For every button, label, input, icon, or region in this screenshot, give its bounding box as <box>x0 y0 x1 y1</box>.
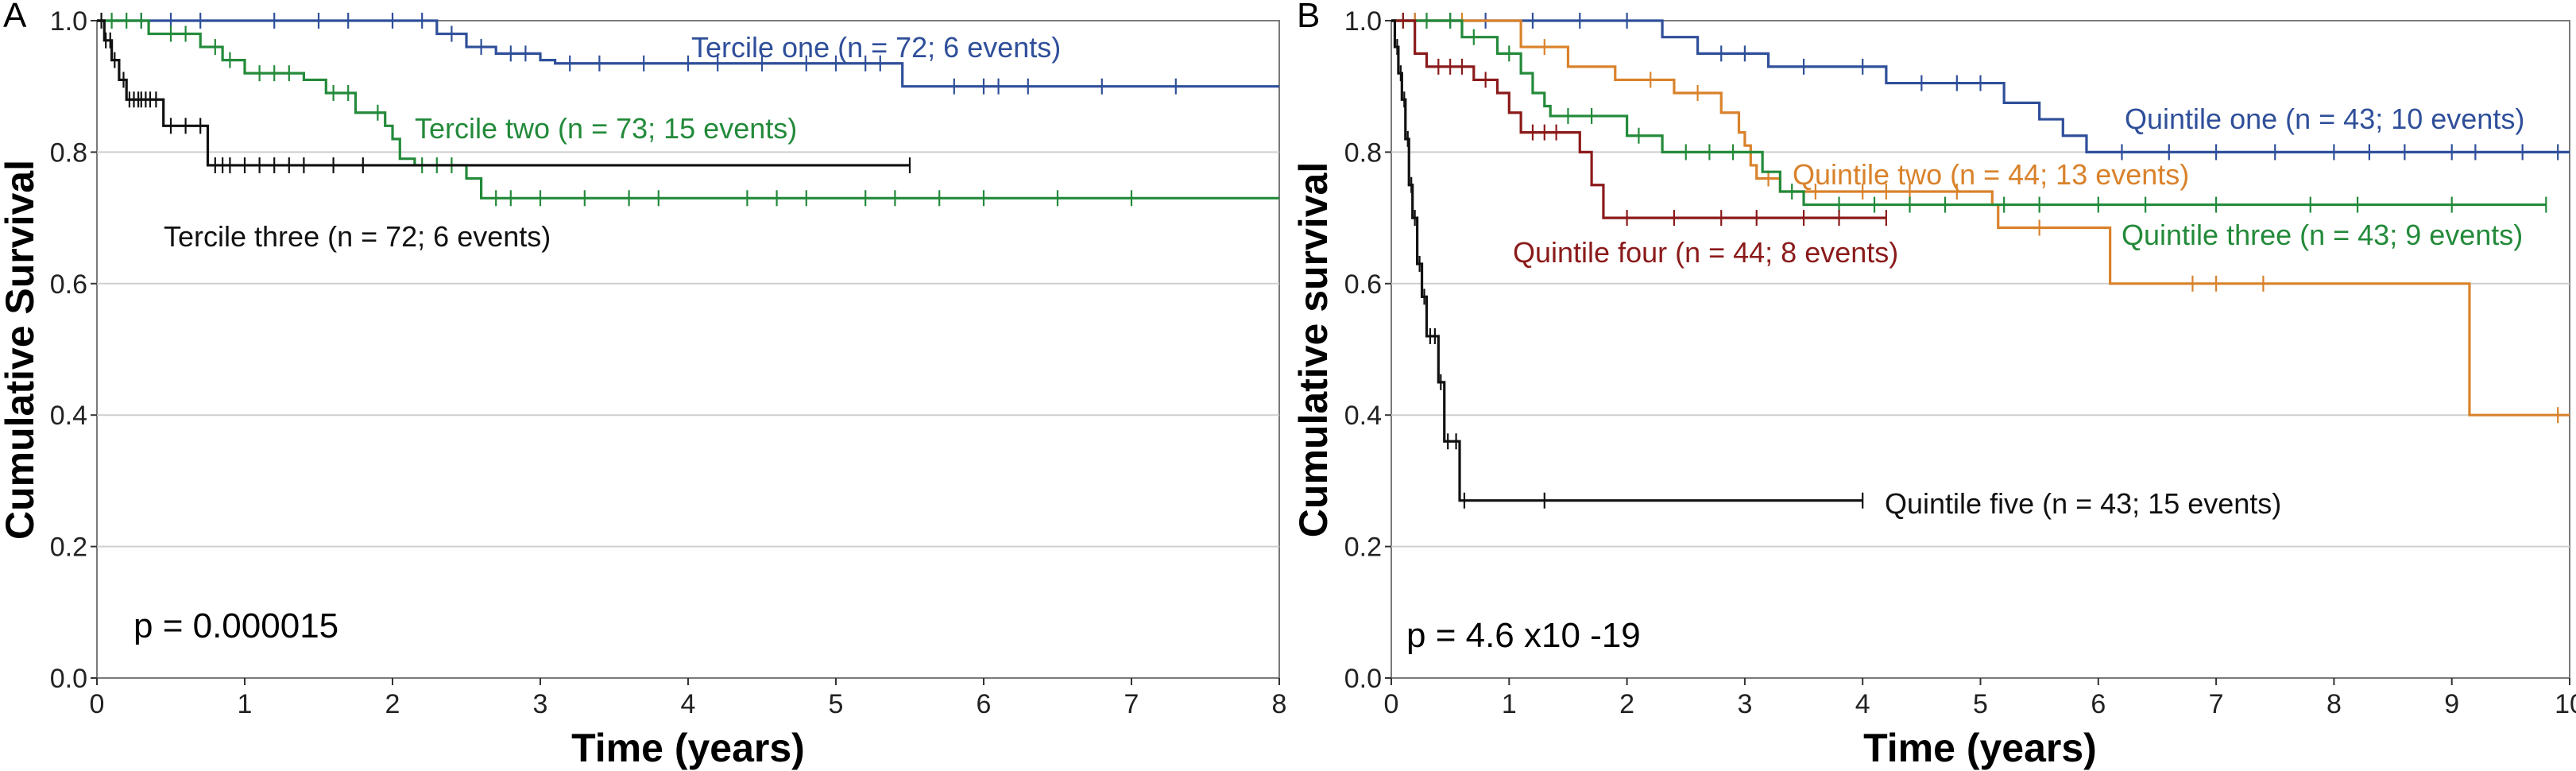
panel-a-x-tick-label: 1 <box>238 689 253 719</box>
panel-a-x-tick-label: 6 <box>977 689 992 719</box>
panel-a-x-tick-label: 2 <box>385 689 400 719</box>
panel-b-x-axis-label: Time (years) <box>1863 726 2097 770</box>
panel-b-y-tick-label: 0.2 <box>1344 533 1382 563</box>
panel-a-x-tick-label: 4 <box>681 689 696 719</box>
panel-b-y-tick-label: 0.0 <box>1344 664 1382 694</box>
curve-tercile-one <box>97 19 1279 88</box>
series-label-quintile-five: Quintile five (n = 43; 15 events) <box>1885 487 2281 520</box>
curve-quintile-two <box>1391 19 2570 416</box>
series-label-quintile-one: Quintile one (n = 43; 10 events) <box>2125 103 2524 135</box>
panel-b-x-tick-label: 6 <box>2091 689 2106 719</box>
panel-b-x-tick-label: 8 <box>2327 689 2342 719</box>
panel-a-x-tick-label: 8 <box>1272 689 1287 719</box>
panel-a-x-axis-label: Time (years) <box>571 726 805 770</box>
panel-a-x-tick-label: 7 <box>1124 689 1139 719</box>
panel-b-x-tick-label: 3 <box>1737 689 1752 719</box>
panel-a-x-tick-label: 3 <box>533 689 548 719</box>
panel-b: B 0.0 0.2 0.4 0.6 0.8 1.0 0 1 2 3 4 5 6 7 8 9 10 Time (y… <box>1291 0 2576 770</box>
panel-b-y-tick-label: 0.6 <box>1344 269 1382 300</box>
panel-b-label: B <box>1297 0 1320 35</box>
panel-a-y-tick-label: 0.4 <box>50 401 87 431</box>
panel-b-x-tick-label: 10 <box>2555 689 2576 719</box>
panel-a-y-tick-label: 0.8 <box>50 138 87 168</box>
curve-quintile-four <box>1391 19 1886 219</box>
panel-b-x-tick-label: 0 <box>1384 689 1399 719</box>
panel-a-x-tick-label: 5 <box>829 689 844 719</box>
panel-b-y-axis-label: Cumulative survival <box>1291 162 1336 537</box>
series-label-quintile-three: Quintile three (n = 43; 9 events) <box>2122 219 2523 251</box>
panel-a-y-tick-label: 0.2 <box>50 533 87 563</box>
panel-b-p-value: p = 4.6 x10 -19 <box>1406 616 1641 655</box>
panel-a-y-axis-label: Cumulative Survival <box>0 160 42 540</box>
panel-a-y-tick-label: 0.0 <box>50 664 87 694</box>
series-label-tercile-three: Tercile three (n = 72; 6 events) <box>164 220 551 253</box>
panel-b-x-tick-label: 1 <box>1502 689 1517 719</box>
panel-b-x-tick-label: 9 <box>2444 689 2459 719</box>
panel-a-x-tick-label: 0 <box>90 689 105 719</box>
panel-a-y-tick-label: 0.6 <box>50 269 87 300</box>
panel-b-y-tick-label: 1.0 <box>1344 6 1382 37</box>
series-label-quintile-four: Quintile four (n = 44; 8 events) <box>1513 236 1898 269</box>
panel-a-label: A <box>3 0 27 35</box>
panel-b-y-tick-label: 0.4 <box>1344 401 1382 431</box>
panel-b-x-tick-label: 5 <box>1973 689 1988 719</box>
panel-a-p-value: p = 0.000015 <box>133 606 338 645</box>
panel-b-x-tick-label: 4 <box>1855 689 1870 719</box>
series-label-tercile-one: Tercile one (n = 72; 6 events) <box>691 31 1061 64</box>
panel-a: A 0.0 0.2 0.4 0.6 0.8 1.0 0 1 2 3 4 5 6 7 8 Time (year… <box>0 0 1286 770</box>
panel-b-x-tick-label: 7 <box>2209 689 2224 719</box>
curve-quintile-one <box>1391 19 2570 153</box>
panel-a-y-tick-label: 1.0 <box>50 6 87 37</box>
panel-b-y-tick-label: 0.8 <box>1344 138 1382 168</box>
series-label-tercile-two: Tercile two (n = 73; 15 events) <box>415 112 797 145</box>
curve-quintile-three <box>1391 19 2547 207</box>
panel-b-x-tick-label: 2 <box>1619 689 1634 719</box>
series-label-quintile-two: Quintile two (n = 44; 13 events) <box>1793 158 2189 191</box>
